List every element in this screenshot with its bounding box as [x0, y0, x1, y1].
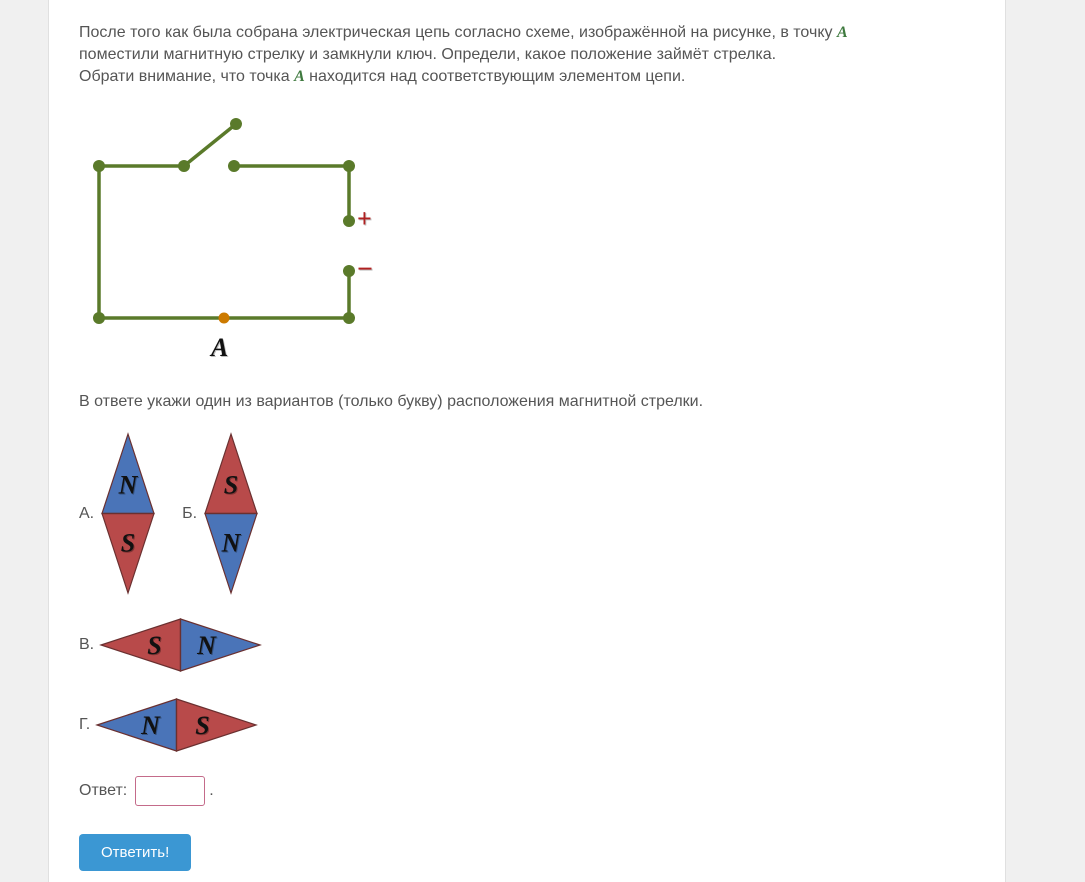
- svg-text:S: S: [195, 711, 209, 740]
- svg-text:S: S: [224, 471, 238, 500]
- submit-button[interactable]: Ответить!: [79, 834, 191, 871]
- option-row-G: Г. NS: [79, 694, 975, 756]
- answer-row: Ответ: .: [79, 776, 975, 806]
- text-line3-after: находится над соответствующим элементом …: [305, 68, 686, 85]
- svg-text:A: A: [209, 333, 228, 362]
- svg-text:N: N: [196, 631, 217, 660]
- option-row-AB: А. NS Б. SN: [79, 431, 975, 596]
- compass-A: NS: [98, 431, 158, 596]
- compass-V: SN: [98, 614, 263, 676]
- option-row-V: В. SN: [79, 614, 975, 676]
- option-label-V: В.: [79, 636, 94, 654]
- circuit-diagram: + − A: [79, 106, 975, 371]
- answer-suffix: .: [209, 782, 213, 800]
- svg-text:N: N: [140, 711, 161, 740]
- options-block: А. NS Б. SN В. SN Г. NS: [79, 431, 975, 756]
- problem-text: После того как была собрана электрическа…: [79, 22, 975, 88]
- svg-text:S: S: [147, 631, 161, 660]
- svg-text:−: −: [357, 254, 373, 285]
- text-line1-before: После того как была собрана электрическа…: [79, 24, 837, 41]
- answer-label: Ответ:: [79, 782, 127, 800]
- svg-text:N: N: [221, 529, 242, 558]
- problem-card: После того как была собрана электрическа…: [48, 0, 1006, 882]
- option-label-G: Г.: [79, 716, 90, 734]
- answer-input[interactable]: [135, 776, 205, 806]
- text-line3-before: Обрати внимание, что точка: [79, 68, 294, 85]
- var-A-1: A: [837, 24, 848, 41]
- text-line2: поместили магнитную стрелку и замкнули к…: [79, 46, 776, 63]
- answer-hint: В ответе укажи один из вариантов (только…: [79, 393, 975, 411]
- svg-text:S: S: [121, 529, 135, 558]
- var-A-2: A: [294, 68, 305, 85]
- compass-G: NS: [94, 694, 259, 756]
- svg-text:+: +: [357, 204, 372, 233]
- option-label-A: А.: [79, 505, 94, 523]
- option-label-B: Б.: [182, 505, 197, 523]
- svg-text:N: N: [118, 471, 139, 500]
- compass-B: SN: [201, 431, 261, 596]
